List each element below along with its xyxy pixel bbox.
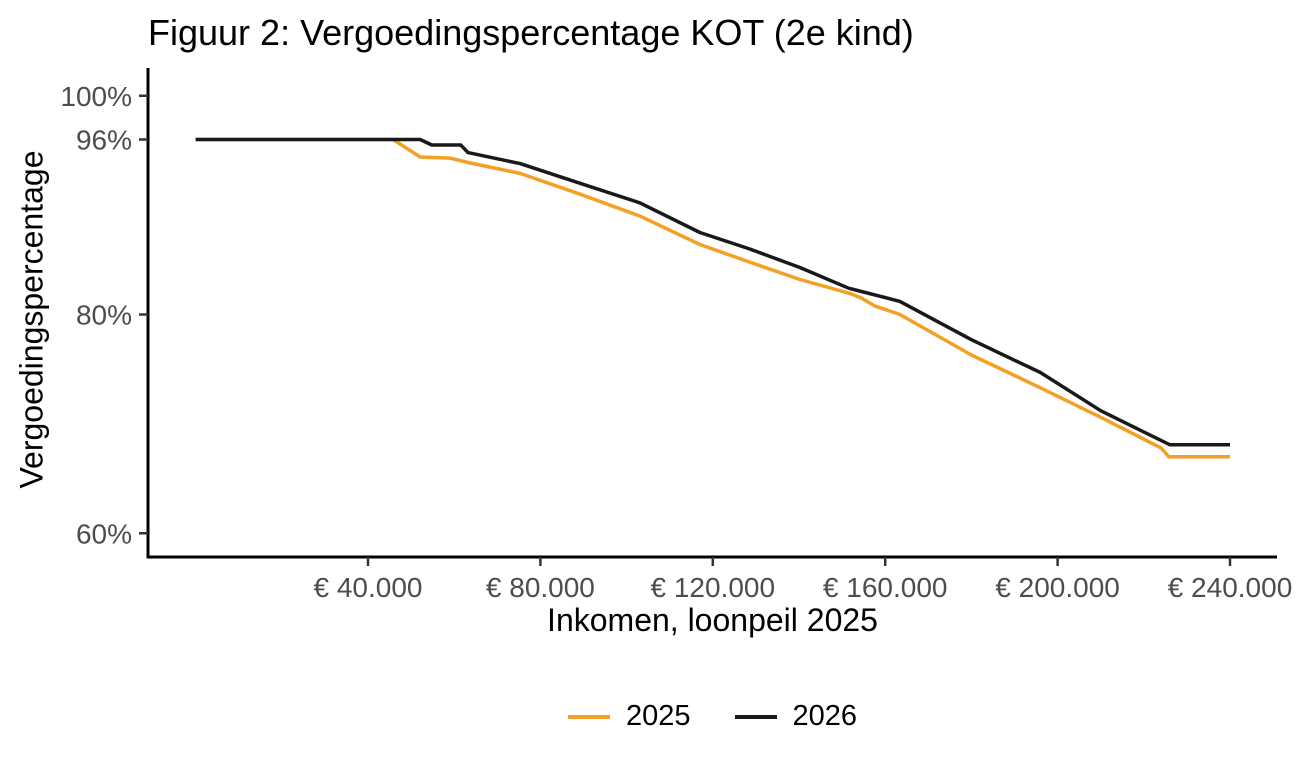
legend-key-line-2025: [567, 714, 610, 719]
x-tick-label: € 40.000: [314, 572, 423, 603]
legend-label-2026: 2026: [792, 700, 858, 732]
legend: 2025 2026: [148, 700, 1277, 733]
x-tick-label: € 160.000: [823, 572, 948, 603]
y-tick-label: 80%: [76, 300, 132, 331]
x-tick-label: € 200.000: [995, 572, 1120, 603]
legend-item-2025: 2025: [567, 700, 691, 733]
y-tick-label: 60%: [76, 518, 132, 549]
legend-key-line-2026: [734, 714, 777, 719]
chart-title: Figuur 2: Vergoedingspercentage KOT (2e …: [148, 12, 914, 53]
legend-label-2025: 2025: [625, 700, 691, 732]
x-tick-label: € 120.000: [651, 572, 776, 603]
y-tick-label: 96%: [76, 125, 132, 156]
line-2026: [195, 137, 1230, 447]
line-2025: [195, 137, 1230, 459]
x-axis-title: Inkomen, loonpeil 2025: [547, 602, 878, 638]
y-tick-label: 100%: [60, 81, 132, 112]
x-tick-label: € 80.000: [486, 572, 595, 603]
legend-item-2026: 2026: [734, 700, 858, 733]
x-tick-label: € 240.000: [1168, 572, 1293, 603]
